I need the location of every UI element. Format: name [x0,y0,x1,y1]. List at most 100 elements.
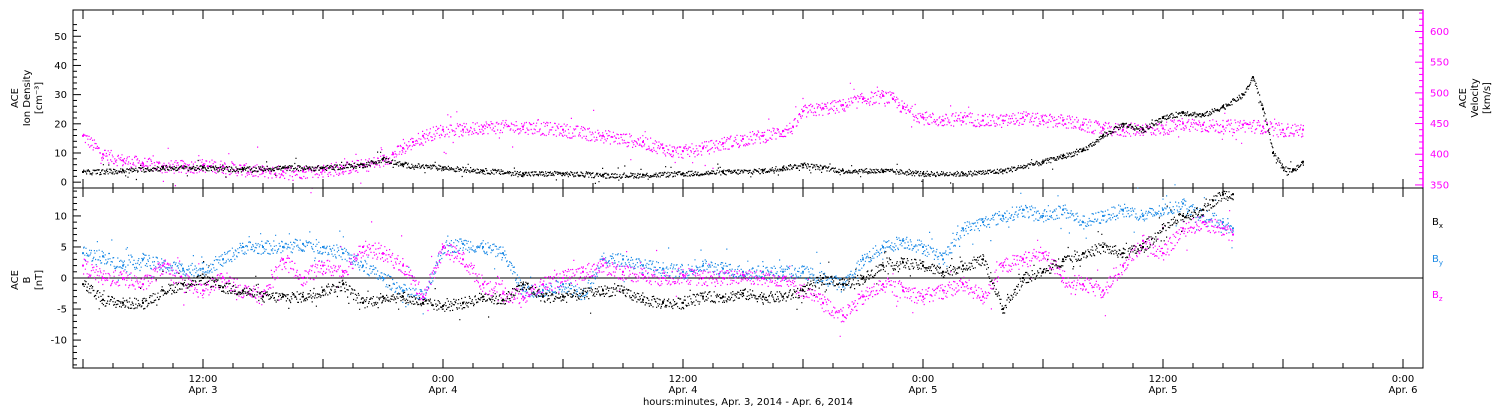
ion-density-scatter [83,76,1304,184]
b-field-tick-label: 5 [61,242,67,253]
bz-point [502,292,504,295]
x-tick-label: 0:00 [1392,374,1414,385]
by-point [522,289,524,292]
bz-point [582,270,584,273]
velocity-point [822,107,824,110]
bz-point [1022,258,1024,261]
ion-density-point [1142,128,1144,131]
bz-point [982,295,984,298]
velocity-point [1202,123,1204,126]
velocity-point [122,159,124,162]
b-field-tick-label: 0 [61,274,67,285]
velocity-tick-label: 500 [1430,88,1449,99]
ion-density-point [402,163,404,166]
ion-density-point [362,163,364,166]
ion-density-point [1272,151,1274,154]
bz-point [542,283,544,286]
bz-point [362,245,364,248]
velocity-point [1242,123,1244,126]
bx-point [942,270,944,273]
bx-point [282,295,284,298]
bx-scatter [83,190,1234,321]
by-point [962,227,964,230]
bx-point [142,301,144,304]
by-point [702,264,704,267]
ion-density-point [962,172,964,175]
bz-point [442,245,444,248]
by-point [782,270,784,273]
legend-by: By [1432,254,1443,267]
velocity-point [962,116,964,119]
top-panel-frame [72,9,1424,189]
bz-point [1082,283,1084,286]
bx-point [862,277,864,279]
bz-point [102,277,104,279]
velocity-point [1042,119,1044,122]
bz-point [562,277,564,279]
bx-point [362,301,364,304]
bx-point [302,295,304,298]
by-point [662,267,664,270]
by-point [482,245,484,248]
x-tick-date-label: Apr. 4 [668,385,697,396]
velocity-tick-label: 400 [1430,150,1449,161]
ion-density-tick-label: 40 [54,61,67,72]
velocity-point [1302,128,1304,131]
velocity-point [1182,122,1184,125]
bz-point [1142,239,1144,242]
bx-point [882,264,884,267]
velocity-point [392,153,394,156]
bx-point [762,295,764,298]
velocity-point [462,128,464,131]
bz-point [622,270,624,273]
bx-point [662,301,664,304]
ion-density-point [762,169,764,172]
b-field-label-line1: ACE [10,270,21,290]
ion-density-point [482,169,484,172]
bx-point [642,298,644,301]
bz-point [822,301,824,304]
velocity-point [402,147,404,150]
by-point [242,245,244,248]
by-point [562,283,564,286]
by-point [202,267,204,270]
velocity-point [1062,119,1064,122]
bz-point [522,295,524,298]
by-point [342,252,344,255]
by-point [882,245,884,248]
bz-point [382,252,384,255]
bx-point [1232,193,1234,196]
bz-point [462,258,464,261]
ion-density-point [1292,169,1294,172]
velocity-point [642,140,644,143]
by-point [262,245,264,248]
ion-density-point [82,170,84,173]
bx-point [962,264,964,267]
bz-point [782,277,784,279]
bz-point [402,264,404,267]
ion-density-point [882,169,884,172]
b-field-label-line2: B [22,276,33,283]
by-point [302,242,304,245]
x-axis-label: hours:minutes, Apr. 3, 2014 - Apr. 6, 20… [643,397,853,408]
bz-point [1202,221,1204,224]
top-panel: 0 10 20 30 40 50 350 400 450 500 550 600 ACE Ion D… [10,9,1493,194]
bx-point [922,264,924,267]
velocity-point [782,129,784,132]
by-point [1142,214,1144,217]
b-field-legend: Bx By Bz [1432,217,1443,303]
ion-density-label-line2: Ion Density [22,70,33,127]
by-point [142,258,144,261]
b-field-tick-label: -10 [51,336,67,347]
bz-point [342,270,344,273]
by-point [1232,227,1234,230]
ion-density-point [1202,114,1204,117]
by-point [682,270,684,273]
bx-point [562,295,564,298]
velocity-label-line3: [km/s] [1482,82,1493,114]
by-point [82,252,84,255]
by-point [1042,214,1044,217]
bx-point [602,289,604,292]
velocity-point [82,134,84,137]
by-scatter [83,184,1234,315]
